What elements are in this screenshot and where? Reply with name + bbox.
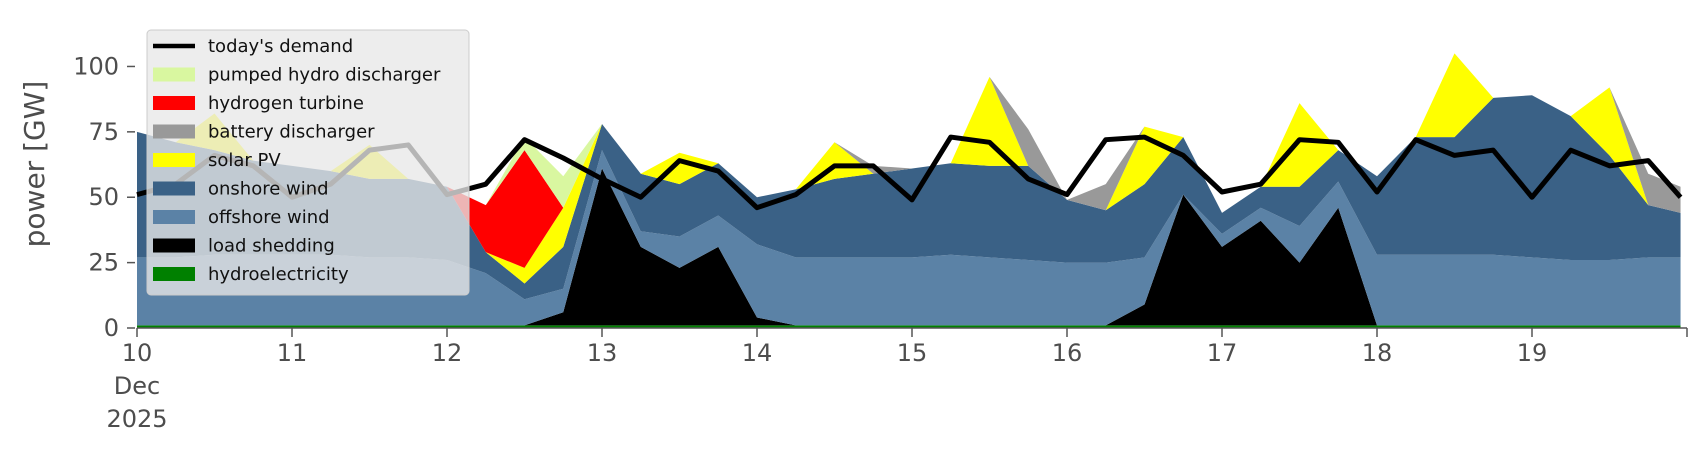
y-tick-label-75: 75 bbox=[88, 118, 119, 146]
x-tick-label-19: 19 bbox=[1517, 339, 1548, 367]
legend-label-hydroelectricity: hydroelectricity bbox=[208, 264, 349, 285]
y-tick-label-100: 100 bbox=[73, 52, 119, 80]
legend: today's demand pumped hydro discharger hyd… bbox=[146, 29, 470, 296]
legend-swatch-onshore-wind bbox=[153, 181, 195, 196]
x-tick-label-18: 18 bbox=[1362, 339, 1393, 367]
x-tick-label-12: 12 bbox=[432, 339, 463, 367]
x-tick-label-16: 16 bbox=[1052, 339, 1083, 367]
legend-label-hydrogen-turbine: hydrogen turbine bbox=[208, 93, 364, 114]
legend-swatch-solar-pv bbox=[153, 153, 195, 167]
x-tick-label-10: 10 bbox=[122, 339, 153, 367]
legend-label-load-shedding: load shedding bbox=[208, 236, 335, 257]
x-tick-year-label: 2025 bbox=[106, 405, 167, 433]
axes-layer: 0 25 50 75 100 10 11 12 13 14 15 16 17 18 19 Dec 2025 bbox=[73, 52, 1688, 433]
legend-swatch-battery-discharger bbox=[153, 124, 195, 139]
area-load-shedding bbox=[137, 168, 1681, 326]
legend-swatch-hydrogen-turbine bbox=[153, 96, 195, 110]
legend-swatch-hydroelectricity bbox=[153, 267, 195, 281]
legend-label-pumped-hydro-discharger: pumped hydro discharger bbox=[208, 65, 441, 86]
x-tick-month-label: Dec bbox=[114, 372, 160, 400]
x-tick-label-14: 14 bbox=[742, 339, 773, 367]
y-tick-label-50: 50 bbox=[88, 183, 119, 211]
legend-label-today-s-demand: today's demand bbox=[208, 36, 353, 57]
y-tick-label-25: 25 bbox=[88, 249, 119, 277]
legend-label-solar-pv: solar PV bbox=[208, 150, 281, 171]
x-tick-label-15: 15 bbox=[897, 339, 928, 367]
x-tick-label-11: 11 bbox=[277, 339, 308, 367]
x-tick-label-13: 13 bbox=[587, 339, 618, 367]
y-axis-title: power [GW] bbox=[18, 81, 51, 248]
area-hydrogen-turbine bbox=[137, 53, 1681, 268]
legend-swatch-offshore-wind bbox=[153, 210, 195, 224]
y-tick-label-0: 0 bbox=[104, 314, 119, 342]
legend-swatch-pumped-hydro-discharger bbox=[153, 67, 195, 82]
legend-swatch-load-shedding bbox=[153, 238, 195, 253]
area-offshore-wind bbox=[137, 150, 1681, 326]
x-tick-label-17: 17 bbox=[1207, 339, 1238, 367]
legend-label-battery-discharger: battery discharger bbox=[208, 122, 375, 143]
legend-label-onshore-wind: onshore wind bbox=[208, 179, 329, 200]
legend-label-offshore-wind: offshore wind bbox=[208, 207, 330, 228]
legend-box bbox=[146, 29, 470, 296]
